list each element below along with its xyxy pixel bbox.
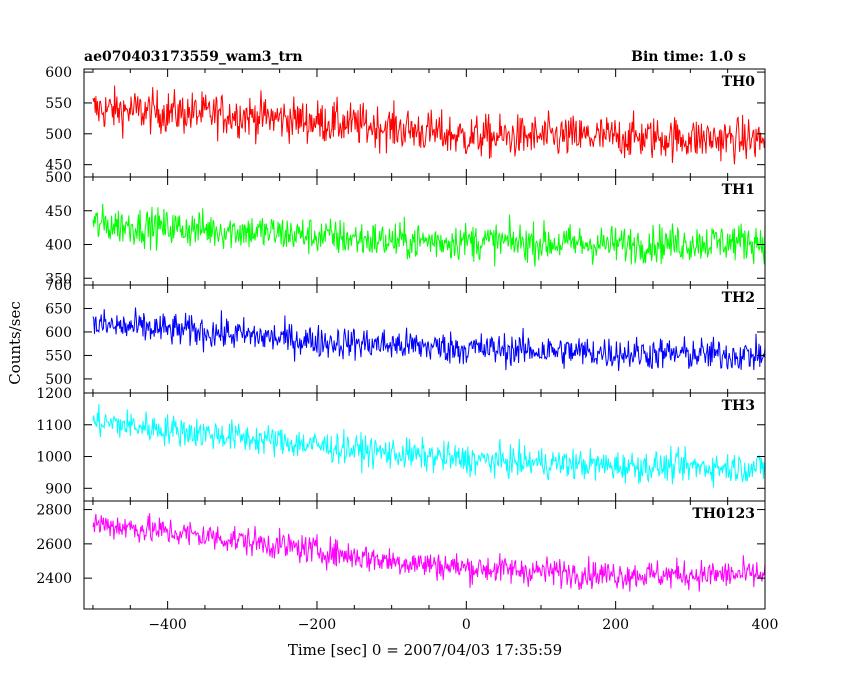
y-tick-label: 500 (45, 127, 72, 143)
series-line-th0123 (92, 513, 765, 592)
y-tick-label: 400 (45, 238, 72, 254)
y-tick-label: 450 (45, 204, 72, 220)
x-tick-label: −400 (148, 617, 186, 633)
panel-label-th0: TH0 (722, 74, 756, 90)
y-tick-label: 550 (45, 348, 72, 364)
y-tick-label: 900 (45, 481, 72, 497)
panel-label-th0123: TH0123 (692, 506, 755, 522)
series-line-th0 (92, 85, 765, 165)
panel-label-th2: TH2 (722, 290, 755, 306)
y-tick-label: 2800 (36, 503, 72, 519)
chart-title-right: Bin time: 1.0 s (631, 49, 746, 65)
x-tick-label: 0 (462, 617, 471, 633)
y-tick-label: 700 (45, 278, 72, 294)
y-tick-label: 1000 (36, 450, 72, 466)
y-tick-label: 1100 (36, 418, 72, 434)
panel-label-th1: TH1 (722, 182, 755, 198)
chart-title-left: ae070403173559_wam3_trn (84, 49, 303, 65)
panel-label-th3: TH3 (722, 398, 755, 414)
y-axis-label: Counts/sec (6, 301, 24, 385)
x-axis-label: Time [sec] 0 = 2007/04/03 17:35:59 (288, 641, 562, 659)
series-line-th1 (92, 203, 765, 267)
y-tick-label: 450 (45, 158, 72, 174)
series-line-th2 (92, 307, 765, 371)
y-tick-label: 600 (45, 325, 72, 341)
y-tick-label: 2400 (36, 571, 72, 587)
y-tick-label: 500 (45, 170, 72, 186)
x-tick-label: 200 (602, 617, 629, 633)
x-tick-label: 400 (752, 617, 779, 633)
y-tick-label: 600 (45, 65, 72, 81)
panel-frame-th0 (83, 68, 766, 178)
series-line-th3 (92, 404, 765, 488)
panel-frame-th2 (83, 284, 766, 394)
y-tick-label: 500 (45, 372, 72, 388)
x-tick-label: −200 (298, 617, 336, 633)
y-tick-label: 2600 (36, 537, 72, 553)
y-tick-label: 650 (45, 301, 72, 317)
panel-frame-th3 (83, 392, 766, 502)
y-tick-label: 350 (45, 271, 72, 287)
y-tick-label: 550 (45, 96, 72, 112)
y-tick-label: 1200 (36, 386, 72, 402)
panel-frame-th0123 (83, 500, 766, 610)
